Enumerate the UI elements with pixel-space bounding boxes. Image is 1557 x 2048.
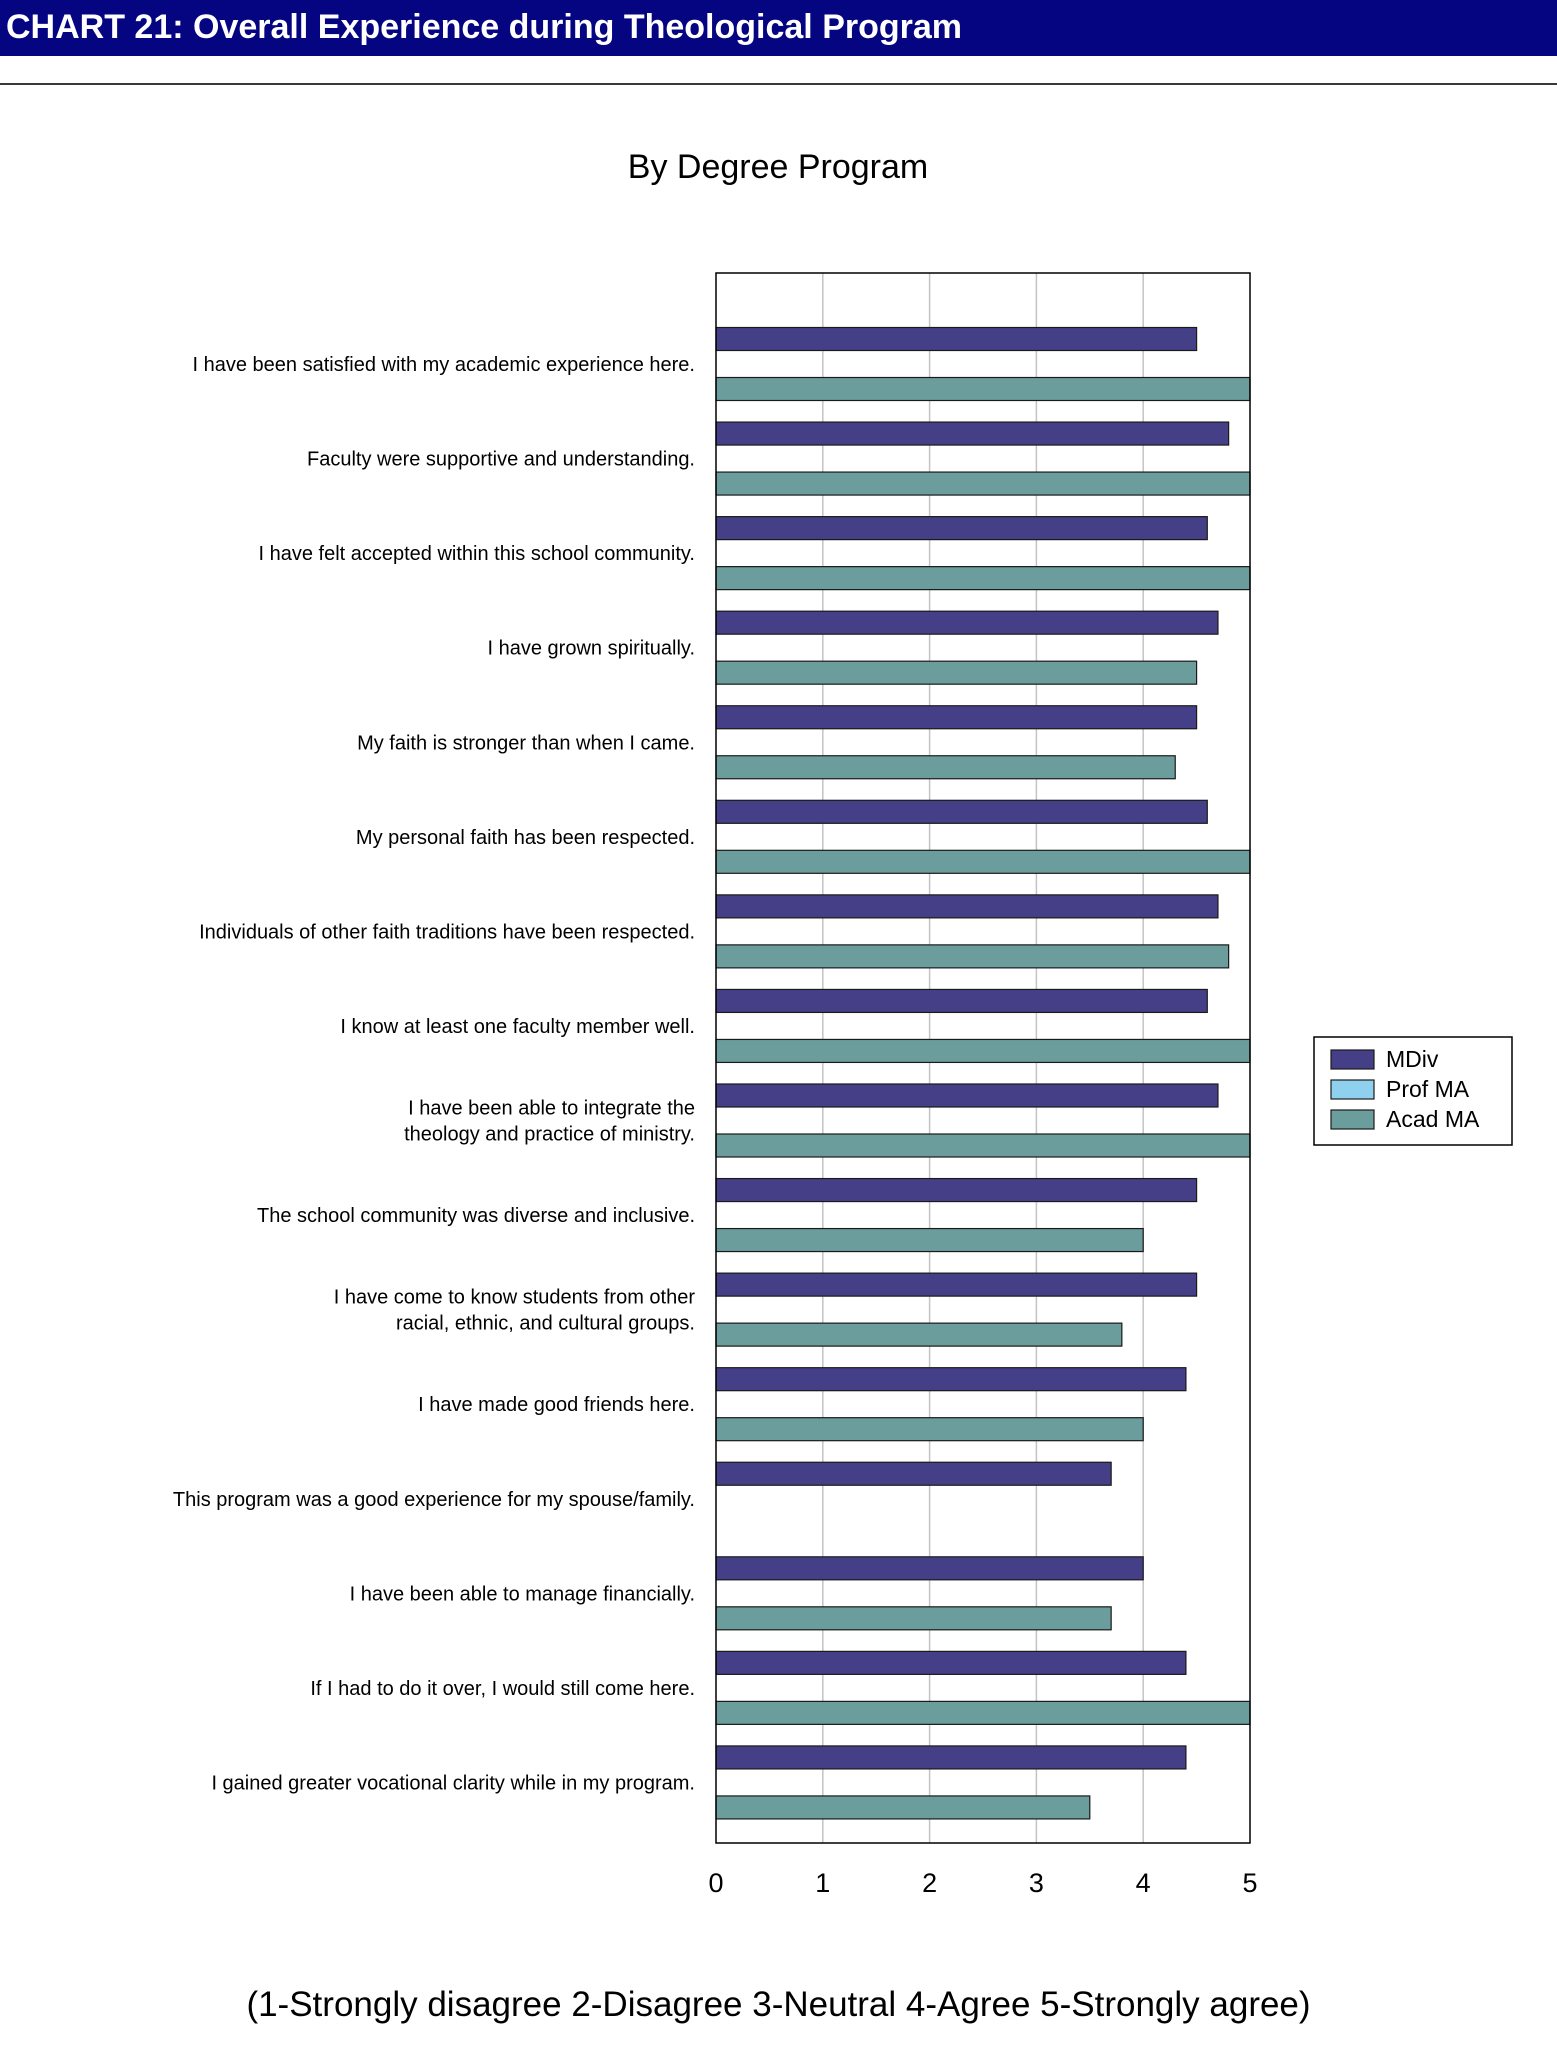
header-band: [0, 0, 1557, 56]
bar-acad-ma: [715, 1322, 1123, 1347]
bar-acad-ma: [715, 471, 1251, 496]
x-tick-label: 3: [1029, 1868, 1044, 1898]
x-tick-label: 5: [1242, 1868, 1257, 1898]
category-label-line: theology and practice of ministry.: [404, 1124, 695, 1146]
bar-mdiv: [715, 988, 1208, 1014]
bar-mdiv: [715, 1083, 1219, 1108]
bar-mdiv: [715, 705, 1198, 730]
bar-acad-ma: [715, 1417, 1144, 1442]
category-label: My faith is stronger than when I came.: [357, 732, 695, 754]
bar-mdiv: [715, 799, 1208, 824]
category-label: I know at least one faculty member well.: [340, 1016, 695, 1038]
bar-acad-ma: [715, 1133, 1251, 1158]
category-label: This program was a good experience for m…: [173, 1489, 695, 1511]
bar-mdiv: [715, 1745, 1187, 1770]
bar-acad-ma: [715, 1700, 1251, 1725]
chart-title: By Degree Program: [628, 148, 928, 186]
category-label: I have felt accepted within this school …: [258, 543, 695, 565]
category-label: My personal faith has been respected.: [356, 827, 695, 849]
category-label-line: I have been able to integrate the: [408, 1098, 695, 1120]
rating-scale-note: (1-Strongly disagree 2-Disagree 3-Neutra…: [246, 1985, 1311, 2024]
x-tick-label: 0: [708, 1868, 723, 1898]
bar-mdiv: [715, 1272, 1198, 1297]
bar-mdiv: [715, 1650, 1187, 1675]
bar-acad-ma: [715, 566, 1251, 591]
bar-acad-ma: [715, 1227, 1144, 1253]
x-tick-label: 4: [1136, 1868, 1151, 1898]
category-label: The school community was diverse and inc…: [257, 1205, 695, 1227]
category-label: I have grown spiritually.: [488, 638, 696, 660]
category-label-line: racial, ethnic, and cultural groups.: [396, 1313, 695, 1335]
legend-label: Acad MA: [1386, 1106, 1480, 1132]
category-label: If I had to do it over, I would still co…: [310, 1678, 695, 1700]
bar-mdiv: [715, 516, 1208, 541]
bar-acad-ma: [715, 944, 1230, 969]
legend: MDiv Prof MA Acad MA: [1313, 1036, 1513, 1146]
bar-mdiv: [715, 894, 1219, 919]
page-title: CHART 21: Overall Experience during Theo…: [6, 8, 963, 46]
category-label-line: I have come to know students from other: [334, 1287, 696, 1309]
category-label: Individuals of other faith traditions ha…: [199, 921, 695, 943]
bar-mdiv: [715, 1461, 1112, 1486]
bar-mdiv: [715, 1177, 1198, 1203]
bars: [715, 326, 1251, 1820]
bar-mdiv: [715, 326, 1198, 352]
plot-frame: [715, 272, 1251, 1844]
category-label: I gained greater vocational clarity whil…: [211, 1772, 695, 1794]
legend-label: Prof MA: [1386, 1076, 1470, 1102]
bar-mdiv: [715, 1556, 1144, 1581]
category-label: Faculty were supportive and understandin…: [307, 449, 695, 471]
legend-swatch: [1330, 1109, 1375, 1130]
x-tick-label: 2: [922, 1868, 937, 1898]
bar-acad-ma: [715, 1038, 1251, 1064]
legend-swatch: [1330, 1049, 1375, 1070]
bar-acad-ma: [715, 755, 1176, 780]
legend-label: MDiv: [1386, 1046, 1439, 1072]
category-label: I have come to know students from other r…: [334, 1287, 696, 1335]
bar-acad-ma: [715, 849, 1251, 874]
bar-acad-ma: [715, 1606, 1112, 1631]
category-labels: I have been satisfied with my academic e…: [173, 354, 695, 1794]
x-tick-label: 1: [815, 1868, 830, 1898]
bar-mdiv: [715, 610, 1219, 635]
bar-acad-ma: [715, 1795, 1091, 1820]
bar-mdiv: [715, 1367, 1187, 1392]
header-divider: [0, 83, 1557, 85]
category-label: I have been able to integrate the theolog…: [404, 1098, 695, 1146]
bar-mdiv: [715, 421, 1230, 446]
category-label: I have been able to manage financially.: [350, 1583, 695, 1605]
category-label: I have made good friends here.: [418, 1394, 695, 1416]
x-axis-ticks: 0 1 2 3 4 5: [708, 1868, 1257, 1898]
bar-acad-ma: [715, 660, 1198, 685]
bar-acad-ma: [715, 376, 1251, 402]
legend-swatch: [1330, 1079, 1375, 1100]
category-label: I have been satisfied with my academic e…: [193, 354, 696, 376]
